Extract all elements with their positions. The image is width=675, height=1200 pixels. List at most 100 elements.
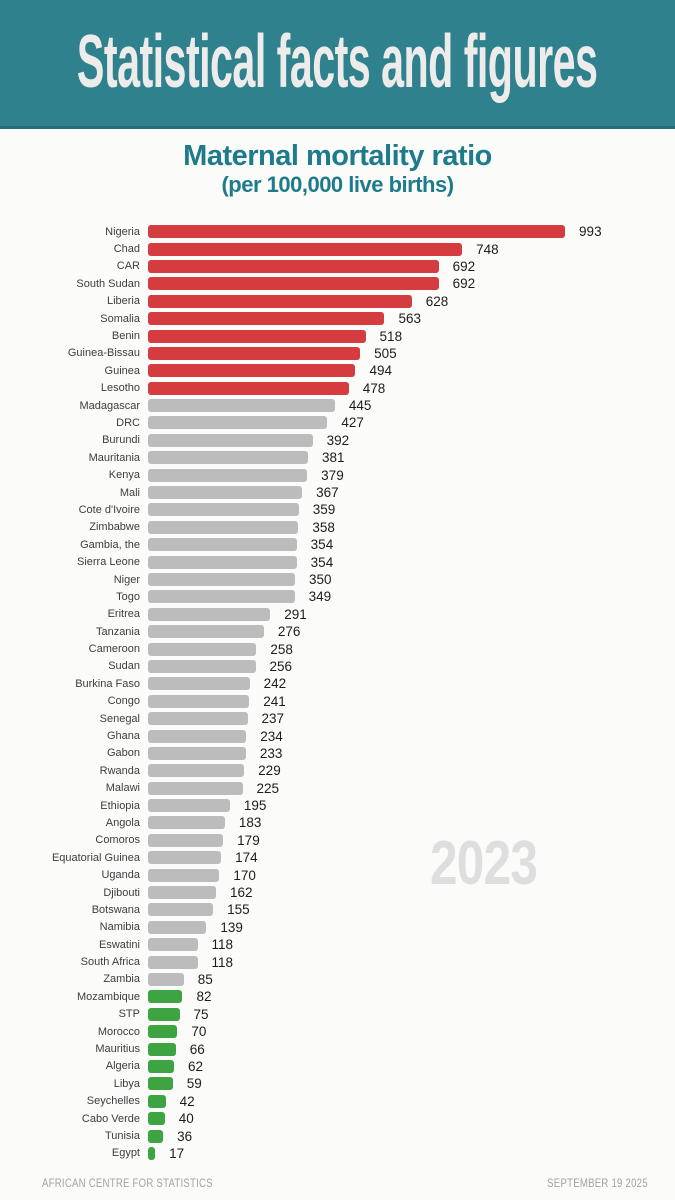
bar: [148, 816, 225, 830]
country-label: Cote d'Ivoire: [78, 503, 140, 516]
value-label: 256: [269, 658, 293, 674]
bar-track: 258: [148, 641, 675, 657]
country-label: Ethiopia: [100, 799, 140, 812]
bar-track: 174: [148, 850, 675, 865]
country-label: Rwanda: [99, 764, 140, 777]
bar: [148, 1112, 165, 1126]
country-label: Equatorial Guinea: [51, 851, 140, 864]
bar: [148, 520, 299, 534]
chart-row: Seychelles 42: [0, 1093, 675, 1110]
bar: [148, 833, 224, 847]
value-label: 155: [227, 902, 250, 918]
bar-track: 59: [148, 1076, 675, 1091]
country-label: Mauritius: [95, 1043, 140, 1056]
value-label: 291: [284, 606, 307, 622]
value-label: 195: [243, 798, 267, 814]
value-label: 276: [277, 624, 301, 640]
bar-track: 478: [148, 380, 675, 396]
chart-row: Morocco 70: [0, 1023, 675, 1040]
chart-row: Angola 183: [0, 814, 675, 831]
country-label: Namibia: [99, 921, 140, 934]
value-label: 85: [197, 971, 213, 987]
value-label: 75: [193, 1006, 209, 1022]
value-label: 183: [238, 815, 262, 831]
bar-track: 518: [148, 329, 675, 344]
value-label: 118: [211, 954, 234, 970]
value-label: 563: [398, 311, 421, 327]
bar: [148, 886, 217, 900]
bar-track: 62: [148, 1059, 675, 1074]
bar: [148, 399, 335, 413]
value-label: 427: [341, 415, 364, 431]
value-label: 354: [310, 554, 334, 570]
bar-track: 381: [148, 450, 675, 466]
chart-row: Cameroon 258: [0, 640, 675, 657]
chart-row: Chad 748: [0, 240, 675, 257]
value-label: 229: [258, 763, 281, 779]
bar-track: 225: [148, 781, 675, 796]
bar: [148, 1042, 176, 1056]
bar-track: 359: [148, 502, 675, 517]
bar-track: 291: [148, 606, 675, 622]
bar: [148, 799, 230, 813]
bar-track: 242: [148, 676, 675, 691]
chart-row: South Africa 118: [0, 953, 675, 970]
bar-track: 692: [148, 259, 675, 274]
chart-row: Ghana 234: [0, 727, 675, 744]
value-label: 118: [211, 937, 234, 953]
bar-track: 692: [148, 276, 675, 291]
bar: [148, 677, 250, 691]
value-label: 392: [326, 432, 350, 448]
value-label: 748: [476, 241, 499, 257]
value-label: 381: [322, 450, 345, 466]
bar: [148, 781, 243, 795]
chart-row: Burundi 392: [0, 432, 675, 449]
bar: [148, 468, 308, 482]
bar: [148, 1094, 166, 1108]
bar: [148, 416, 328, 430]
bar: [148, 659, 256, 673]
chart-row: Rwanda 229: [0, 762, 675, 779]
country-label: South Africa: [80, 956, 140, 969]
value-label: 258: [270, 641, 293, 657]
country-label: Benin: [111, 330, 140, 343]
value-label: 993: [579, 224, 602, 240]
bar: [148, 555, 297, 569]
bar: [148, 329, 366, 343]
bar-track: 155: [148, 902, 675, 918]
chart-row: Sierra Leone 354: [0, 553, 675, 570]
country-label: Cameroon: [88, 643, 140, 656]
bar-track: 36: [148, 1129, 675, 1144]
bar-track: 354: [148, 537, 675, 552]
bar-track: 505: [148, 346, 675, 361]
chart-row: Djibouti 162: [0, 884, 675, 901]
country-label: Angola: [105, 816, 140, 829]
bar-track: 179: [148, 833, 675, 848]
value-label: 66: [189, 1041, 205, 1057]
country-label: Mozambique: [77, 990, 140, 1003]
chart-row: Togo 349: [0, 588, 675, 605]
country-label: Tunisia: [104, 1130, 140, 1142]
country-label: Burkina Faso: [75, 677, 140, 690]
value-label: 17: [169, 1145, 185, 1161]
footer-source: AFRICAN CENTRE FOR STATISTICS: [42, 1176, 213, 1190]
chart-row: Cote d'Ivoire 359: [0, 501, 675, 518]
value-label: 478: [362, 380, 386, 396]
chart-row: STP 75: [0, 1006, 675, 1023]
bar-track: 195: [148, 798, 675, 814]
country-label: Djibouti: [103, 886, 140, 899]
bar-track: 233: [148, 746, 675, 761]
header-band: Statistical facts and figures: [0, 0, 675, 129]
bar: [148, 1059, 175, 1073]
bar-track: 183: [148, 815, 675, 831]
bar: [148, 364, 356, 378]
bar: [148, 1077, 173, 1091]
bar-track: 748: [148, 241, 675, 257]
bar: [148, 590, 295, 604]
chart-row: Somalia 563: [0, 310, 675, 327]
country-label: Cabo Verde: [81, 1112, 140, 1125]
country-label: Malawi: [105, 782, 140, 795]
chart-row: Uganda 170: [0, 866, 675, 883]
chart-row: Burkina Faso 242: [0, 675, 675, 692]
country-label: Somalia: [100, 312, 140, 325]
